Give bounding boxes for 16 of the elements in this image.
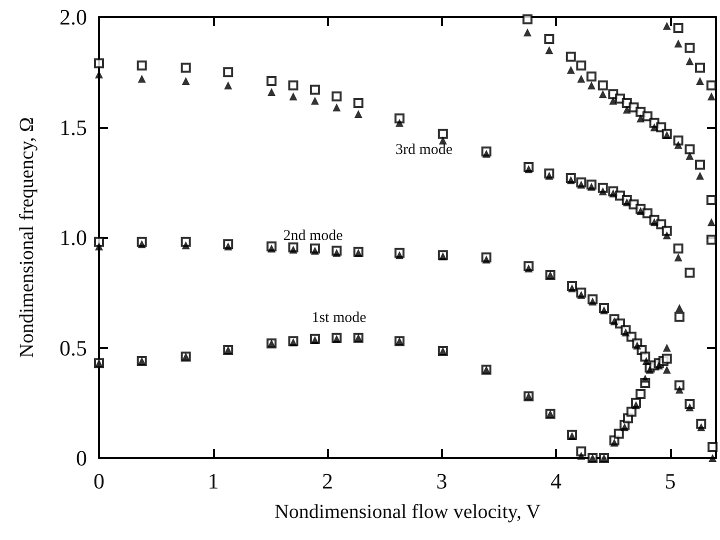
annotation: 2nd mode [283,228,344,244]
y-tick-label: 1.0 [60,225,87,250]
x-tick-label: 1 [208,468,219,494]
x-axis-title: Nondimensional flow velocity, V [274,501,542,523]
y-tick-label: 1.5 [60,114,87,140]
x-tick-label: 4 [550,468,562,494]
y-tick-label: 0 [76,446,87,470]
annotation: 1st mode [312,310,367,326]
y-tick-label: 0.5 [60,335,87,360]
y-axis-title: Nondimensional frequency, Ω [16,117,38,358]
annotation: 3rd mode [395,142,453,158]
x-tick-label: 3 [436,468,448,494]
x-tick-label: 5 [664,468,676,494]
y-tick-label: 2.0 [60,4,87,30]
x-tick-label: 2 [322,468,334,494]
x-tick-label: 0 [94,468,104,494]
